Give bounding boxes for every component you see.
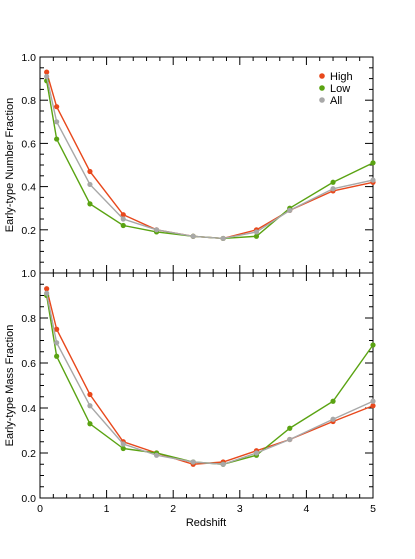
data-point bbox=[330, 416, 336, 422]
legend-marker bbox=[319, 85, 325, 91]
data-point bbox=[330, 186, 336, 192]
y-axis-label: Early-type Mass Fraction bbox=[4, 325, 16, 447]
data-point bbox=[330, 398, 336, 404]
data-point bbox=[120, 441, 126, 447]
data-point bbox=[54, 326, 60, 332]
series-low bbox=[44, 78, 376, 242]
data-point bbox=[190, 233, 196, 239]
x-tick-label: 3 bbox=[237, 503, 243, 515]
data-point bbox=[153, 452, 160, 458]
x-tick-label: 4 bbox=[303, 503, 309, 515]
data-point bbox=[54, 340, 60, 346]
data-point bbox=[370, 177, 376, 183]
data-point bbox=[253, 229, 260, 235]
y-tick-label: 1.0 bbox=[21, 52, 36, 64]
data-point bbox=[370, 403, 376, 409]
data-point bbox=[370, 342, 376, 348]
data-point bbox=[87, 168, 93, 175]
data-point bbox=[330, 179, 336, 185]
data-point bbox=[370, 160, 376, 166]
series-high bbox=[44, 286, 376, 467]
series-all bbox=[44, 290, 376, 467]
y-tick-label: 0.6 bbox=[21, 358, 36, 370]
y-tick-label: 0.2 bbox=[21, 225, 36, 237]
legend-label: Low bbox=[330, 83, 350, 95]
data-point bbox=[120, 212, 126, 218]
data-point bbox=[220, 235, 226, 242]
series-line bbox=[45, 295, 374, 465]
y-tick-label: 0.8 bbox=[21, 95, 36, 107]
data-point bbox=[190, 459, 196, 465]
panel-mass-fraction: 0.0 0.2 0.4 0.6 0.8 1.0 0 1 2 3 4 5 Early-type Mass … bbox=[4, 268, 376, 515]
data-point bbox=[287, 436, 293, 443]
data-point bbox=[287, 425, 293, 431]
data-point bbox=[220, 461, 226, 467]
y-tick-label: 0.8 bbox=[21, 313, 36, 325]
x-tick-label: 1 bbox=[104, 503, 110, 515]
legend-marker bbox=[319, 97, 325, 103]
y-tick-label: 0.4 bbox=[21, 403, 36, 415]
series-line bbox=[45, 80, 374, 240]
series-line bbox=[45, 288, 374, 465]
y-axis-label: Early-type Number Fraction bbox=[4, 98, 16, 233]
legend-label: All bbox=[330, 95, 342, 107]
panel-number-fraction: 0.2 0.4 0.6 0.8 1.0 Early-type Number Fractio… bbox=[4, 52, 376, 274]
data-point bbox=[87, 181, 93, 188]
legend-label: High bbox=[330, 71, 353, 83]
series-low bbox=[44, 292, 376, 467]
data-point bbox=[87, 403, 93, 409]
data-point bbox=[120, 216, 126, 222]
data-point bbox=[54, 353, 60, 359]
data-point bbox=[120, 445, 126, 452]
series-line bbox=[45, 71, 374, 240]
plot-frame bbox=[39, 272, 374, 499]
data-point bbox=[44, 69, 50, 75]
data-point bbox=[120, 222, 126, 229]
series-all bbox=[44, 73, 376, 242]
series-high bbox=[44, 69, 376, 242]
data-point bbox=[54, 136, 60, 142]
data-point bbox=[287, 207, 293, 213]
y-tick-label: 0.2 bbox=[21, 448, 36, 460]
data-point bbox=[44, 286, 50, 292]
x-tick-label: 2 bbox=[170, 503, 176, 515]
data-point bbox=[153, 227, 160, 233]
data-point bbox=[54, 119, 60, 125]
legend-marker bbox=[319, 73, 325, 79]
data-point bbox=[54, 104, 60, 110]
y-tick-label: 0.4 bbox=[21, 182, 36, 194]
data-point bbox=[44, 73, 50, 80]
y-tick-label: 0.6 bbox=[21, 138, 36, 150]
y-tick-label: 0.0 bbox=[21, 493, 36, 505]
y-tick-label: 1.0 bbox=[21, 268, 36, 280]
data-point bbox=[44, 290, 50, 296]
x-tick-label: 5 bbox=[370, 503, 376, 515]
x-axis-label: Redshift bbox=[186, 517, 226, 529]
data-point bbox=[87, 391, 93, 398]
series-line bbox=[45, 293, 374, 465]
data-point bbox=[87, 421, 93, 427]
data-point bbox=[370, 398, 376, 404]
data-point bbox=[253, 233, 260, 239]
data-point bbox=[253, 450, 260, 456]
x-tick-label: 0 bbox=[37, 503, 43, 515]
data-point bbox=[87, 201, 93, 207]
